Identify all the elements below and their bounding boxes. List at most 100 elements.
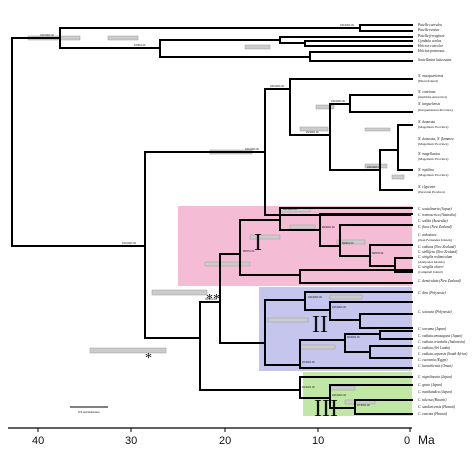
branch (379, 330, 413, 340)
node-support: 100/100/1.00 (285, 36, 300, 39)
tip-label: C. scutulinaria (Japan) (418, 207, 452, 211)
clade-label-I: I (254, 230, 262, 256)
axis-tick-label: 30 (125, 435, 137, 447)
branch (299, 269, 413, 284)
tip-region: (Campbell Island) (418, 270, 443, 274)
tip-label: C. ardosiaea (418, 233, 437, 237)
branch (354, 399, 413, 415)
node-support: 100/100/1.00 (308, 296, 323, 299)
tip-label: N. kerguelensis (417, 102, 441, 106)
error-bar (364, 163, 388, 169)
axis-tick-label: 20 (219, 435, 231, 447)
tip-label: Patella caerulea (417, 23, 442, 27)
node-support: 100/100/1.00 (340, 24, 355, 27)
error-bar (244, 44, 271, 50)
time-axis: 40 30 20 10 0 Ma (8, 427, 435, 447)
tip-label: C. nigrolineata (Japan) (418, 375, 453, 379)
tip-label: C. tulcosa (Hawaii) (418, 398, 447, 402)
node-support: 95/97/1.00 (243, 250, 255, 253)
node-support: 100/100/1.00 (245, 148, 260, 151)
branch (304, 40, 413, 47)
tip-label: N. deaurata (417, 120, 435, 124)
error-bar (329, 385, 356, 391)
branch (279, 36, 413, 44)
error-bar (329, 294, 363, 300)
double-star-marker: ** (206, 292, 220, 307)
tip-label: C. flava (New Zealand) (418, 225, 453, 229)
branch (329, 301, 413, 321)
node-support: 91/100/1.00 (306, 131, 319, 134)
node-support: 99/100/1.00 (322, 226, 335, 229)
clade-III-box (303, 372, 412, 416)
branch (279, 207, 413, 231)
tip-label: Scutellastra laticostata (418, 58, 451, 62)
scale-bar-label: 0.6 substitutions (78, 410, 100, 414)
node-support: 88/97/0.99 (372, 252, 384, 255)
tip-label: C. sandwicensis (Hawaii) (418, 405, 456, 409)
branch (329, 103, 381, 171)
error-bar (107, 35, 139, 41)
error-bar (364, 127, 391, 132)
branch (359, 24, 413, 32)
tip-label: C. grata (Japan) (418, 383, 443, 387)
error-bar (151, 289, 208, 296)
node-support: 99/99/1.00 (342, 242, 354, 245)
tip-label: C. dira (Polynesia) (418, 291, 446, 295)
node-support: 100/100/1.00 (270, 85, 285, 88)
branch (304, 291, 413, 311)
branch (344, 333, 381, 353)
tip-label: C. solida (Australia) (418, 219, 448, 223)
tip-label: C. radians (New Zealand) (418, 245, 456, 249)
node-support: 90/100/1.00 (302, 386, 315, 389)
branch (369, 244, 413, 267)
branch (369, 345, 413, 359)
tip-label: C. tramoserica (Australia) (418, 213, 457, 217)
tip-label: C. eucosmia (Egypt) (418, 358, 448, 362)
node-support: 100/100/1.00 (283, 208, 298, 211)
branch (289, 78, 413, 136)
branch (339, 224, 413, 257)
error-bar (336, 239, 366, 245)
node-support: 100/100/1.00 (332, 394, 347, 397)
tip-label: Patella ferruginea (417, 34, 445, 38)
clade-label-II: II (312, 312, 328, 338)
branch (309, 51, 413, 62)
axis-tick-label: 0 (404, 435, 410, 447)
tip-region: (Heard Island) (418, 79, 438, 83)
branch (299, 339, 413, 369)
axis-unit-label: Ma (418, 433, 435, 447)
branch (11, 37, 61, 151)
tip-label: N. macquariensis (417, 74, 444, 78)
error-bar (89, 347, 167, 354)
branch (59, 27, 361, 49)
tip-region: (Kerguelensian Province) (418, 108, 453, 112)
tip-region: (Magellanic Province) (418, 125, 448, 129)
branch (264, 299, 306, 366)
branch (329, 384, 413, 409)
tip-label: C. radiata capensis (South Africa) (418, 352, 468, 356)
tip-region: (Antipodes Islands) (418, 260, 445, 264)
node-support: 97/98/1.00 (134, 44, 146, 47)
tip-region: (Peruvian Province) (418, 190, 445, 194)
branch (299, 376, 413, 399)
error-bar (267, 317, 309, 323)
node-support: 100/100/1.00 (367, 166, 382, 169)
branch (319, 213, 413, 247)
error-bar (249, 234, 281, 240)
single-star-marker: * (145, 351, 152, 366)
tip-label: C. denticulata (New Zealand) (418, 279, 462, 283)
tip-label: N. magellanica (417, 152, 440, 156)
axis-tick-label: 10 (312, 435, 324, 447)
error-bar (299, 126, 329, 132)
tip-label: Cymbula oculus (418, 39, 442, 43)
branch (394, 257, 413, 273)
branch (264, 88, 411, 216)
tip-labels: Patella caerulea Patella rustica Patella… (417, 23, 468, 416)
branch (144, 151, 266, 339)
tip-label: C. radiata amusagona (Japan) (418, 334, 463, 338)
tip-label: C. strigilis oliveri (418, 265, 443, 269)
tip-label: C. radiata (Sri Lanka) (418, 346, 451, 350)
tip-region: (Magellanic Province) (418, 157, 448, 161)
